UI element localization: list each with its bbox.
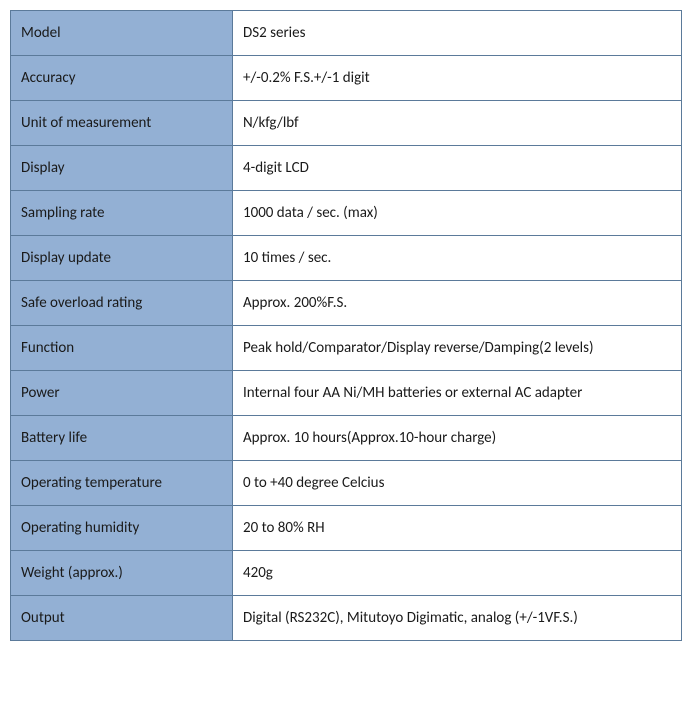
table-row: Output Digital (RS232C), Mitutoyo Digima…: [11, 596, 682, 641]
table-row: Model DS2 series: [11, 11, 682, 56]
table-row: Display 4-digit LCD: [11, 146, 682, 191]
spec-label: Battery life: [11, 416, 233, 461]
spec-value: 20 to 80% RH: [233, 506, 682, 551]
spec-label: Function: [11, 326, 233, 371]
spec-label: Weight (approx.): [11, 551, 233, 596]
spec-value: 1000 data / sec. (max): [233, 191, 682, 236]
spec-value: Digital (RS232C), Mitutoyo Digimatic, an…: [233, 596, 682, 641]
spec-value: Internal four AA Ni/MH batteries or exte…: [233, 371, 682, 416]
table-row: Power Internal four AA Ni/MH batteries o…: [11, 371, 682, 416]
spec-label: Unit of measurement: [11, 101, 233, 146]
spec-value: 420g: [233, 551, 682, 596]
spec-value: Peak hold/Comparator/Display reverse/Dam…: [233, 326, 682, 371]
spec-label: Sampling rate: [11, 191, 233, 236]
table-row: Operating temperature 0 to +40 degree Ce…: [11, 461, 682, 506]
table-row: Safe overload rating Approx. 200%F.S.: [11, 281, 682, 326]
spec-label: Display update: [11, 236, 233, 281]
spec-value: +/-0.2% F.S.+/-1 digit: [233, 56, 682, 101]
table-row: Unit of measurement N/kfg/lbf: [11, 101, 682, 146]
spec-label: Operating temperature: [11, 461, 233, 506]
spec-value: 0 to +40 degree Celcius: [233, 461, 682, 506]
table-row: Weight (approx.) 420g: [11, 551, 682, 596]
table-row: Operating humidity 20 to 80% RH: [11, 506, 682, 551]
spec-value: DS2 series: [233, 11, 682, 56]
spec-label: Output: [11, 596, 233, 641]
spec-label: Display: [11, 146, 233, 191]
spec-label: Operating humidity: [11, 506, 233, 551]
table-row: Function Peak hold/Comparator/Display re…: [11, 326, 682, 371]
table-row: Accuracy +/-0.2% F.S.+/-1 digit: [11, 56, 682, 101]
spec-label: Power: [11, 371, 233, 416]
spec-label: Accuracy: [11, 56, 233, 101]
spec-label: Model: [11, 11, 233, 56]
spec-value: 10 times / sec.: [233, 236, 682, 281]
spec-value: N/kfg/lbf: [233, 101, 682, 146]
specifications-table: Model DS2 series Accuracy +/-0.2% F.S.+/…: [10, 10, 682, 641]
table-row: Sampling rate 1000 data / sec. (max): [11, 191, 682, 236]
specifications-table-body: Model DS2 series Accuracy +/-0.2% F.S.+/…: [11, 11, 682, 641]
spec-value: 4-digit LCD: [233, 146, 682, 191]
spec-value: Approx. 200%F.S.: [233, 281, 682, 326]
table-row: Display update 10 times / sec.: [11, 236, 682, 281]
spec-value: Approx. 10 hours(Approx.10-hour charge): [233, 416, 682, 461]
table-row: Battery life Approx. 10 hours(Approx.10-…: [11, 416, 682, 461]
spec-label: Safe overload rating: [11, 281, 233, 326]
